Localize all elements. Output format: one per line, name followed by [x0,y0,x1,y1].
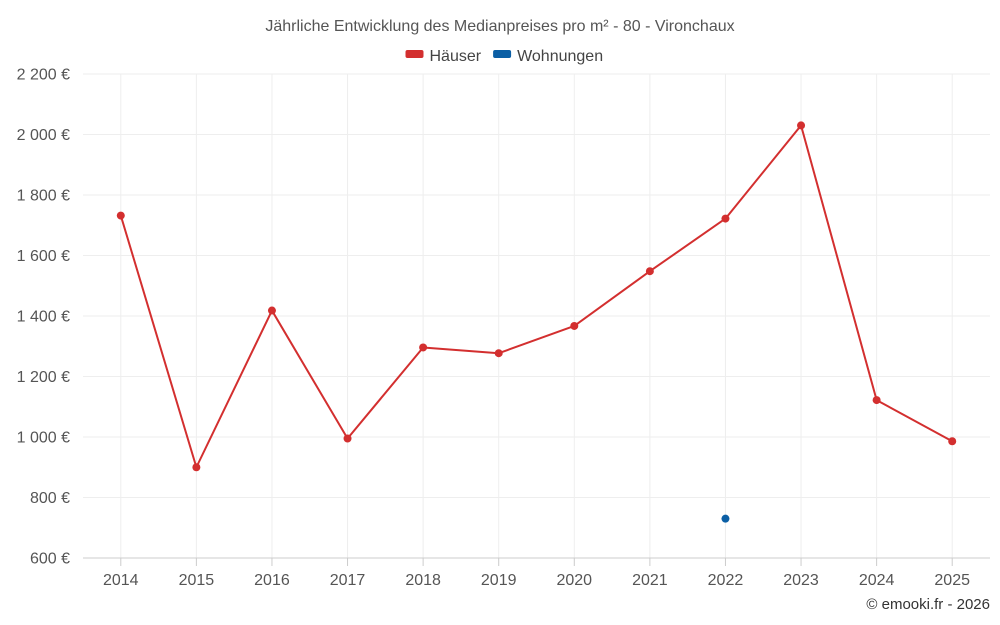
legend-swatch [493,50,512,58]
data-point[interactable] [872,396,881,405]
series-layer [116,121,957,523]
series-Wohnungen [721,514,730,523]
data-point[interactable] [116,211,125,220]
y-tick-label: 1 000 € [17,430,70,447]
data-point[interactable] [343,434,352,443]
y-tick-label: 2 200 € [17,67,70,84]
legend[interactable]: Häuser Wohnungen [405,48,604,65]
legend-label: Wohnungen [517,48,603,65]
data-point[interactable] [419,343,428,352]
chart-title: Jährliche Entwicklung des Medianpreises … [265,18,734,35]
y-tick-label: 800 € [30,490,70,507]
y-tick-label: 1 400 € [17,309,70,326]
x-tick-label: 2025 [934,572,970,589]
data-point[interactable] [721,514,730,523]
data-point[interactable] [721,214,730,223]
series-line [119,124,953,469]
x-axis: 2014 2015 2016 2017 2018 2019 2020 2021 2022 2023… [83,557,990,589]
data-point[interactable] [797,121,806,130]
x-tick-label: 2014 [103,572,139,589]
x-tick-label: 2015 [179,572,215,589]
x-tick-label: 2021 [632,572,668,589]
legend-item-Wohnungen[interactable]: Wohnungen [493,48,603,65]
y-tick-label: 2 000 € [17,127,70,144]
x-tick-label: 2018 [405,572,441,589]
data-point[interactable] [570,321,579,330]
data-point[interactable] [645,267,654,276]
grid [83,73,990,558]
data-point[interactable] [192,463,201,472]
y-tick-label: 1 600 € [17,248,70,265]
x-tick-label: 2022 [708,572,744,589]
legend-label: Häuser [430,48,482,65]
x-tick-label: 2020 [556,572,592,589]
data-point[interactable] [948,437,957,446]
data-point[interactable] [267,306,276,315]
x-tick-label: 2017 [330,572,366,589]
x-tick-label: 2024 [859,572,895,589]
x-tick-label: 2023 [783,572,819,589]
y-tick-label: 600 € [30,551,70,568]
x-tick-label: 2019 [481,572,517,589]
y-tick-label: 1 200 € [17,369,70,386]
y-axis: 600 € 800 € 1 000 € 1 200 € 1 400 € 1 600 € 1 … [17,67,70,568]
credit-text: © emooki.fr - 2026 [866,596,990,613]
x-tick-label: 2016 [254,572,290,589]
legend-swatch [405,50,424,58]
legend-item-Häuser[interactable]: Häuser [405,48,482,65]
y-tick-label: 1 800 € [17,188,70,205]
series-Häuser [116,121,957,472]
data-point[interactable] [494,349,503,358]
